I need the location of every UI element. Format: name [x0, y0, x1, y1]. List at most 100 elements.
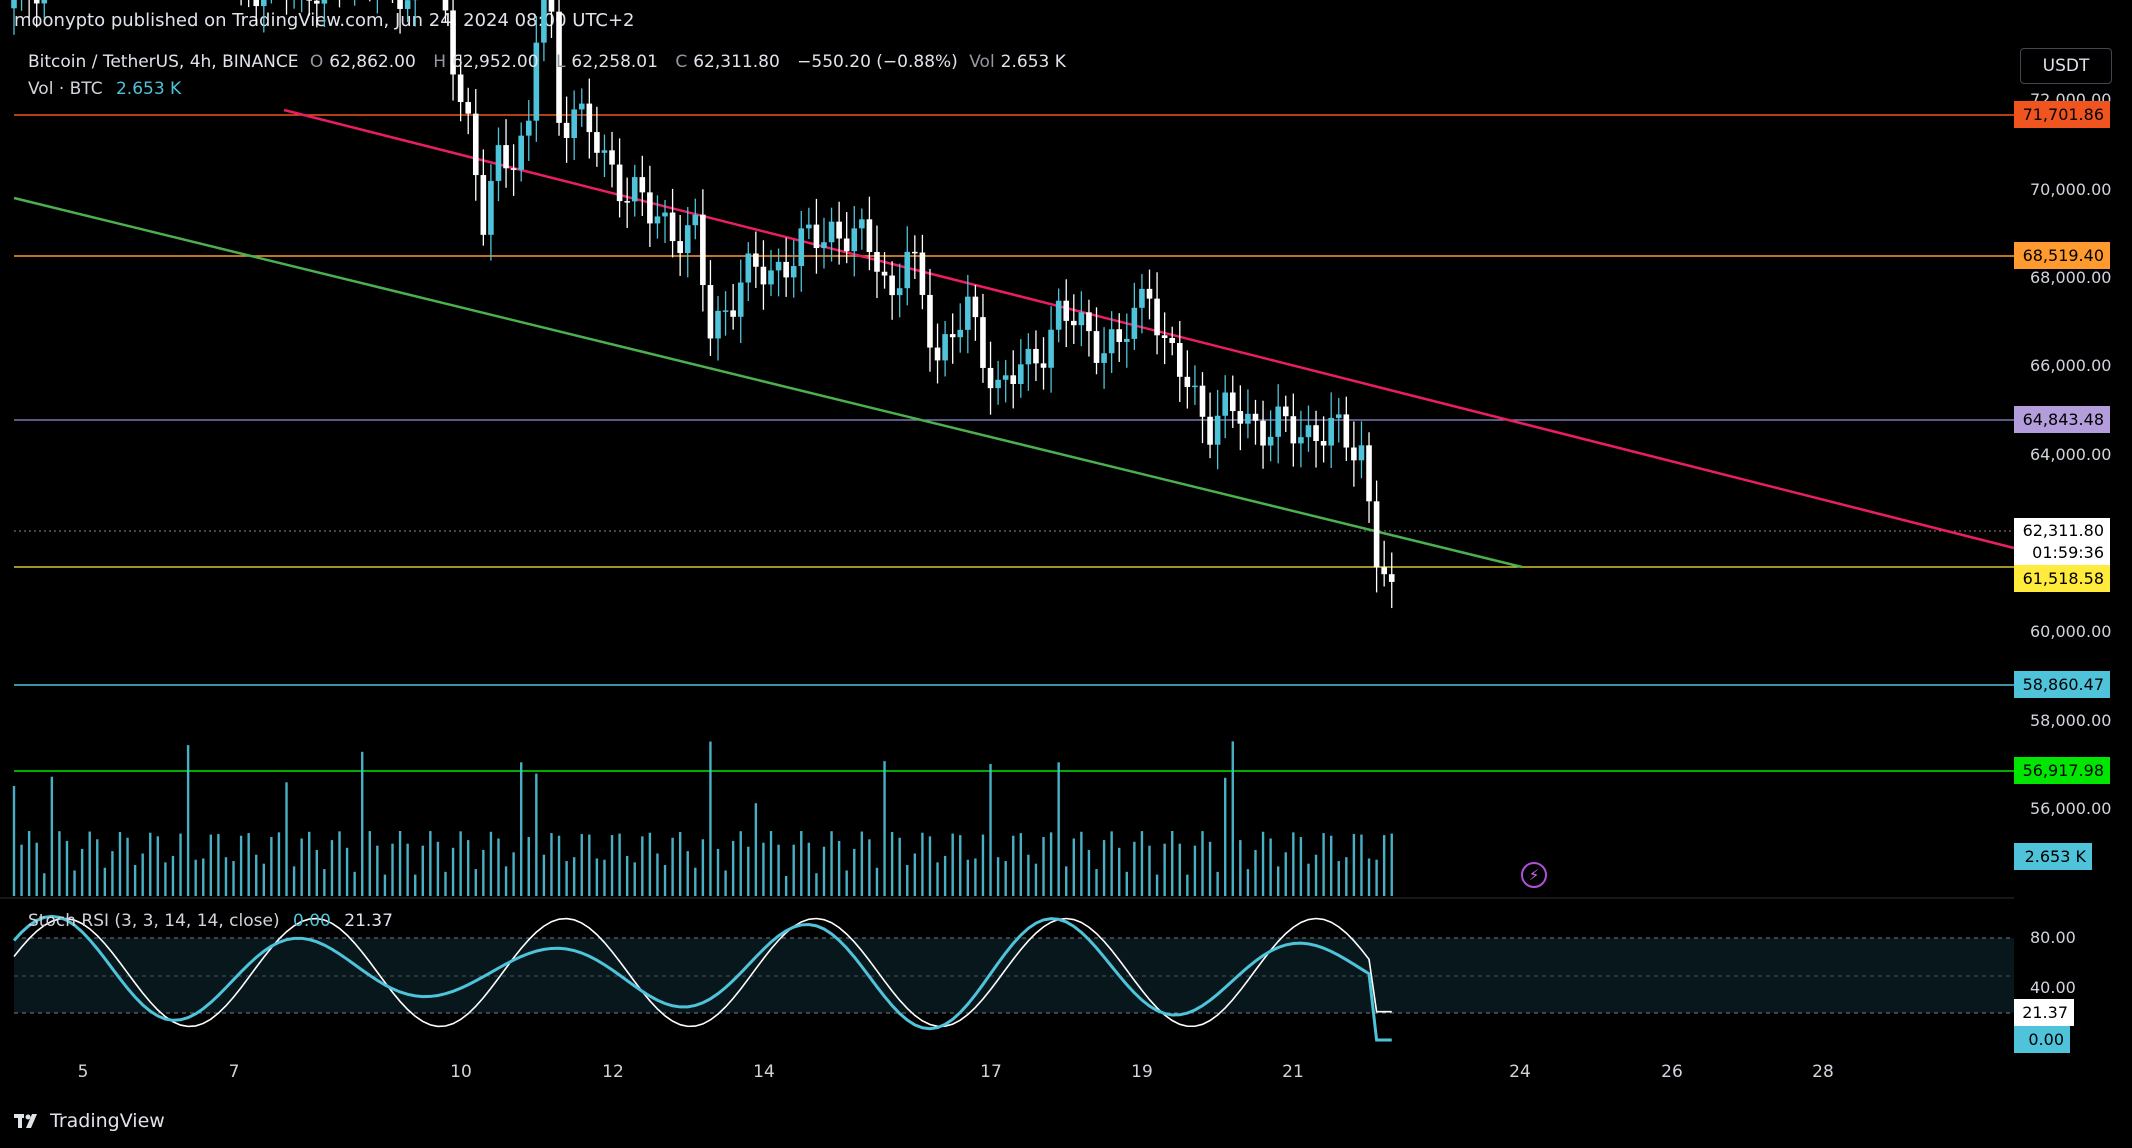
volume-bar — [807, 842, 811, 896]
candle-body — [995, 379, 1001, 389]
low-label: L — [555, 52, 566, 72]
volume-bar — [883, 761, 886, 896]
volume-bar — [315, 850, 318, 896]
candle-body — [942, 334, 948, 361]
candle-body — [927, 294, 933, 348]
currency-button[interactable]: USDT — [2020, 48, 2112, 84]
vol-value: 2.653 K — [1000, 52, 1066, 72]
symbol-name[interactable]: Bitcoin / TetherUS, 4h, BINANCE — [28, 52, 299, 72]
candle-body — [957, 329, 964, 338]
volume-bar — [103, 867, 107, 896]
candle-body — [33, 0, 40, 4]
candle-body — [1245, 413, 1251, 424]
candle-body — [306, 0, 313, 1]
open-value: 62,862.00 — [329, 52, 416, 72]
x-axis-label: 28 — [1812, 1062, 1834, 1082]
candle-body — [1025, 348, 1032, 365]
candle-body — [949, 334, 956, 338]
high-label: H — [433, 52, 446, 72]
candle-body — [1358, 445, 1365, 461]
volume-bar — [815, 873, 818, 896]
change-value: −550.20 (−0.88%) — [797, 52, 958, 72]
volume-bar — [595, 858, 599, 896]
volume-bar — [171, 855, 175, 896]
volume-bar — [641, 836, 644, 896]
volume-bar — [610, 835, 614, 896]
volume-bar — [1034, 863, 1038, 896]
volume-bar — [451, 847, 455, 896]
volume-bar — [330, 840, 334, 896]
candle-body — [790, 266, 797, 278]
volume-bar — [1201, 831, 1204, 896]
volume-bar — [822, 846, 826, 896]
candle-body — [700, 214, 706, 286]
candle-body — [889, 275, 895, 296]
volume-bar — [436, 841, 440, 896]
candle-body — [1282, 406, 1289, 417]
volume-bar — [1314, 854, 1318, 896]
volume-bar — [694, 867, 697, 896]
volume-bar — [1125, 871, 1128, 896]
volume-bar — [262, 863, 266, 896]
volume-bar — [625, 855, 629, 896]
footer-brand[interactable]: TradingView — [14, 1110, 165, 1132]
candle-body — [41, 0, 48, 4]
volume-bar — [1299, 837, 1303, 896]
volume-bar — [739, 831, 742, 896]
candle-body — [472, 113, 479, 176]
close-value: 62,311.80 — [693, 52, 780, 72]
volume-bar — [12, 786, 16, 896]
candle-body — [1116, 329, 1123, 342]
volume-legend-value: 2.653 K — [115, 79, 182, 99]
candle-body — [881, 271, 888, 276]
volume-bar — [1072, 838, 1075, 896]
candle-body — [261, 0, 267, 7]
price-tick: 70,000.00 — [2030, 180, 2112, 199]
volume-bar — [1155, 874, 1159, 896]
volume-bar — [361, 751, 364, 896]
candle-body — [1343, 414, 1350, 448]
candle-body — [1351, 447, 1357, 461]
candle-body — [1313, 425, 1319, 442]
candle-body — [1320, 441, 1327, 446]
candle-body — [934, 347, 941, 361]
candle-body — [874, 251, 880, 272]
volume-bar — [572, 857, 576, 896]
volume-bar — [1276, 866, 1280, 896]
candle-body — [1275, 406, 1281, 437]
volume-bar — [504, 866, 508, 896]
candle-body — [1055, 300, 1062, 330]
symbol-legend[interactable]: Bitcoin / TetherUS, 4h, BINANCE O 62,862.… — [28, 52, 1078, 72]
candle-body — [556, 11, 562, 123]
candle-body — [1214, 415, 1221, 445]
volume-bar — [656, 853, 659, 896]
volume-bar — [928, 836, 932, 896]
volume-bar — [58, 831, 61, 896]
volume-legend[interactable]: Vol · BTC 2.653 K — [28, 79, 181, 99]
candle-body — [965, 296, 971, 330]
volume-bar — [716, 848, 720, 896]
candle-body — [1267, 436, 1274, 446]
candle-body — [980, 317, 986, 368]
candle-body — [1108, 329, 1115, 354]
open-label: O — [309, 52, 324, 72]
volume-bars — [12, 741, 1393, 896]
volume-bar — [754, 803, 758, 896]
volume-bar — [1352, 834, 1356, 896]
candle-body — [783, 261, 789, 278]
stoch-label: Stoch RSI (3, 3, 14, 14, close) — [28, 911, 280, 931]
volume-bar — [588, 834, 591, 896]
stoch-legend[interactable]: Stoch RSI (3, 3, 14, 14, close) 0.00 21.… — [28, 911, 393, 931]
candle-body — [768, 270, 774, 285]
price-badge-61518: 61,518.58 — [2014, 565, 2110, 592]
candle-body — [1093, 331, 1100, 363]
volume-bar — [353, 871, 356, 896]
candle-body — [533, 42, 540, 121]
price-tick: 68,000.00 — [2030, 268, 2112, 287]
volume-bar — [308, 831, 311, 896]
volume-bar — [890, 832, 894, 896]
lightning-icon[interactable]: ⚡ — [1521, 862, 1547, 888]
candle-body — [1139, 288, 1145, 308]
candle-body — [578, 103, 585, 110]
